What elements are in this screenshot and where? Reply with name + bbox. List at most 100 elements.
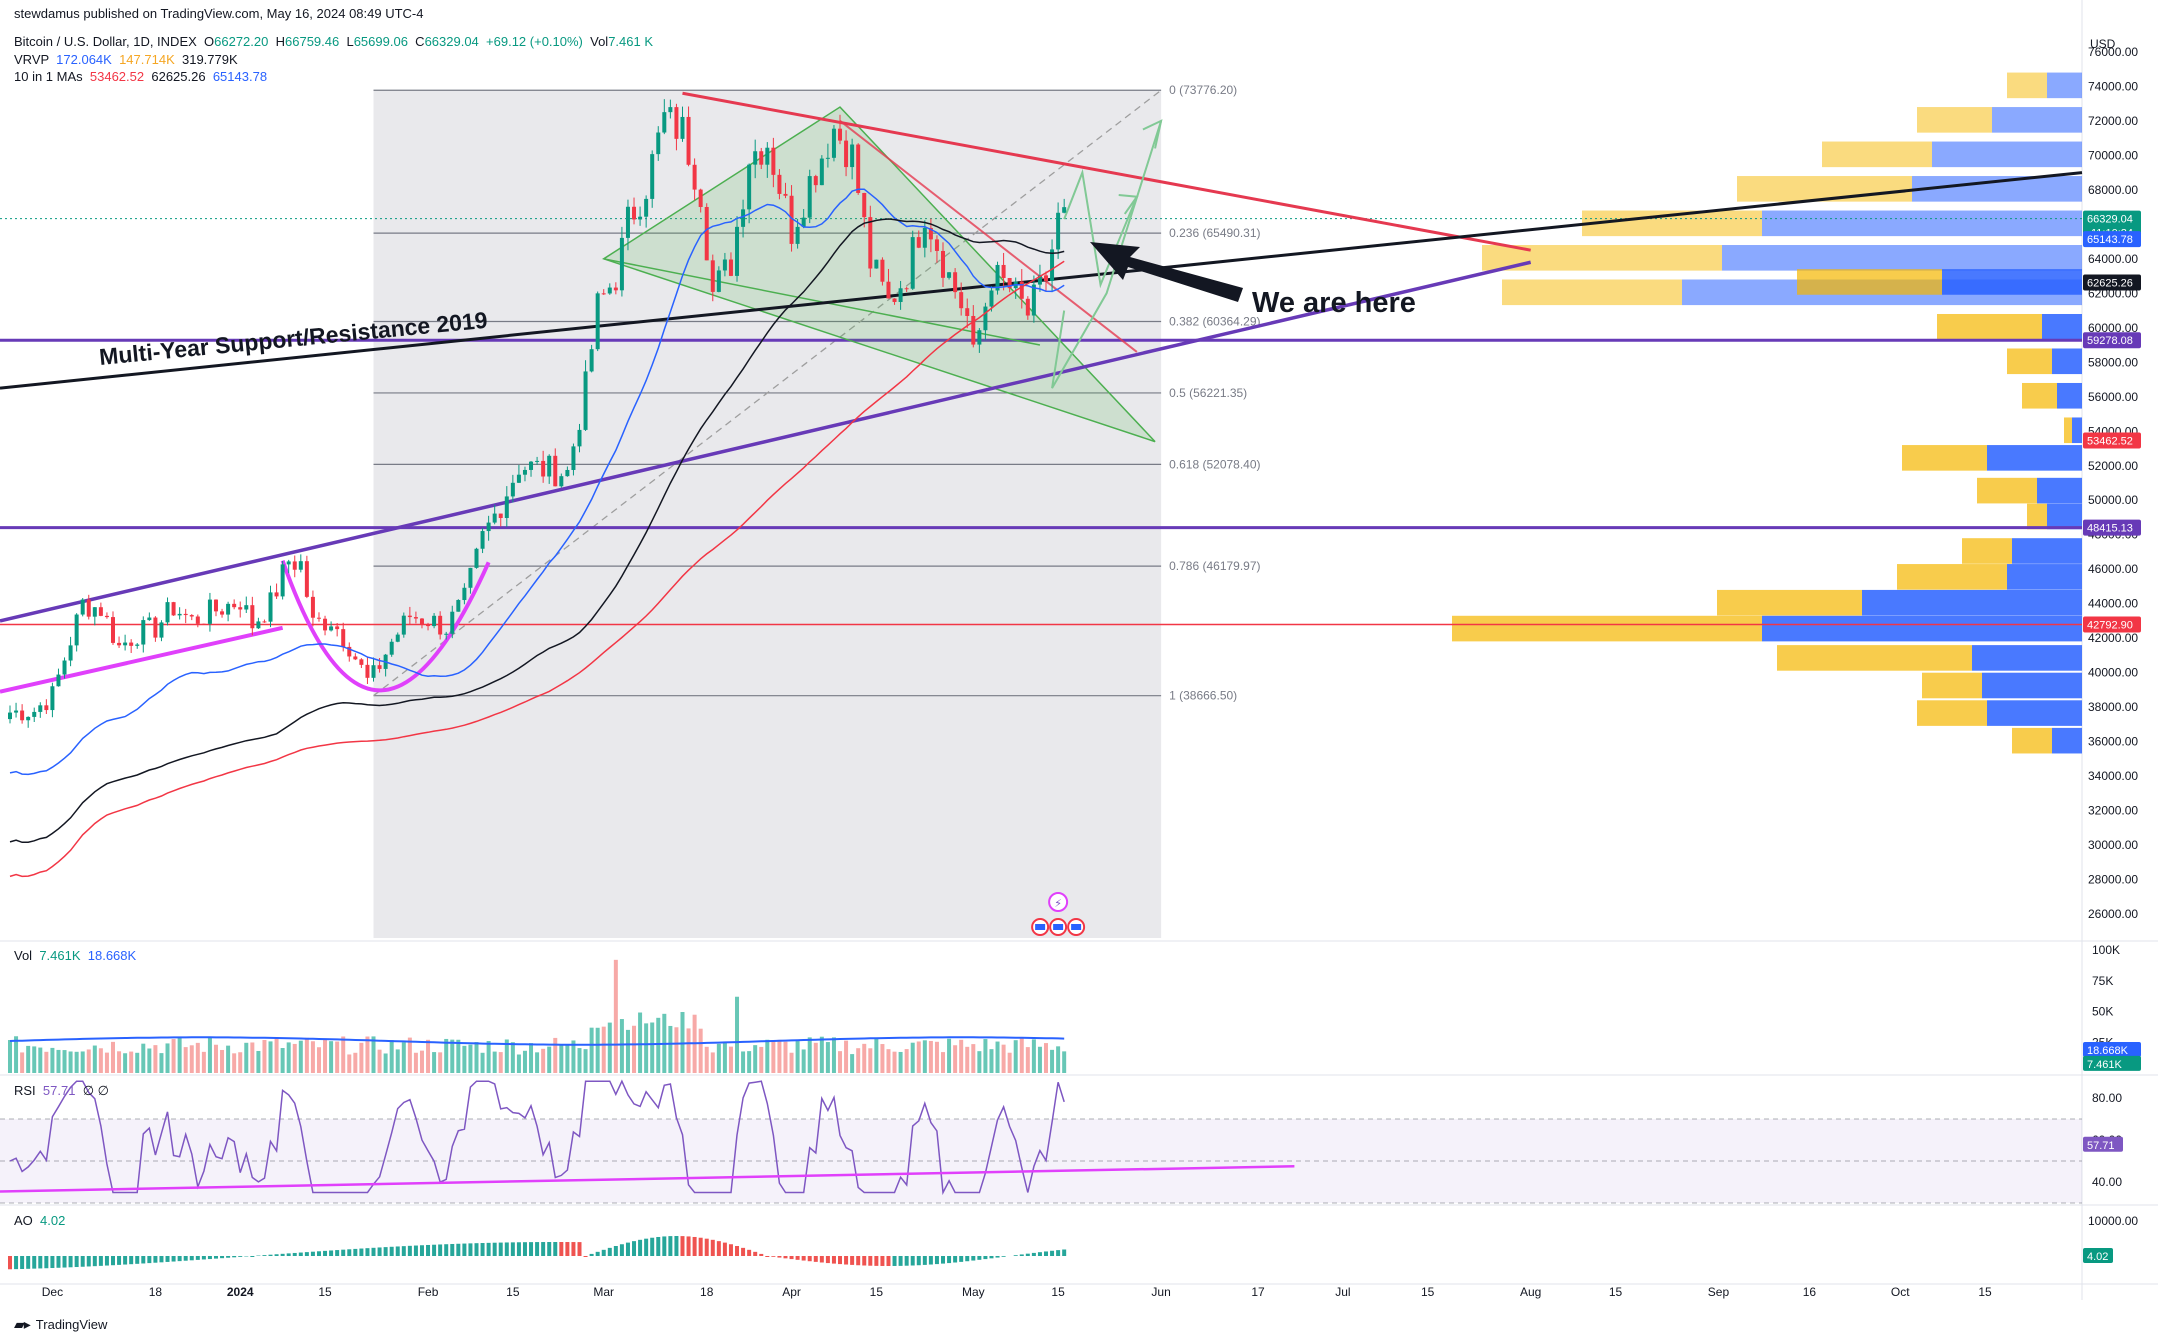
volume-bar [414, 1053, 418, 1073]
ao-bar [765, 1256, 769, 1257]
ao-bar [141, 1256, 145, 1263]
volume-bar [941, 1052, 945, 1073]
date-tick-label: 15 [506, 1285, 520, 1299]
ao-bar [711, 1240, 715, 1256]
candle-body [238, 607, 242, 609]
ao-bar [965, 1256, 969, 1261]
rsi-pane-label: RSI [14, 1083, 36, 1098]
candle-body [323, 619, 327, 631]
volume-bar [511, 1042, 515, 1073]
ao-bar [202, 1256, 206, 1259]
volume-bar [359, 1043, 363, 1073]
candle-body [359, 659, 363, 665]
candle-body [656, 133, 660, 155]
ao-bar [365, 1248, 369, 1256]
candle-body [414, 617, 418, 618]
ao-bar [475, 1243, 479, 1256]
rsi-pane-legend[interactable]: RSI 57.71 ∅ ∅ [14, 1083, 109, 1099]
candle-body [644, 199, 648, 217]
volume-bar [723, 1043, 727, 1073]
ao-bar [1014, 1255, 1018, 1256]
volume-bar [996, 1042, 1000, 1073]
ao-bar [287, 1253, 291, 1256]
ao-bar [571, 1242, 575, 1256]
volume-bar [8, 1040, 12, 1073]
volume-tick-label: 100K [2092, 943, 2120, 957]
ao-bar [620, 1244, 624, 1256]
volume-bar [893, 1052, 897, 1073]
ao-bar [929, 1256, 933, 1265]
price-tick-label: 56000.00 [2088, 390, 2138, 404]
candle-body [190, 615, 194, 616]
ohlc-low: 65699.06 [354, 34, 408, 49]
volume-bar [293, 1044, 297, 1073]
vrvp-up-bar [2052, 728, 2082, 754]
ao-bar [408, 1246, 412, 1256]
candle-body [1002, 265, 1006, 278]
candle-body [481, 531, 485, 549]
volume-bar [529, 1043, 533, 1073]
ao-bar [989, 1256, 993, 1258]
volume-bar [426, 1040, 430, 1073]
ao-bar [729, 1244, 733, 1256]
ao-bar [880, 1256, 884, 1266]
price-tick-label: 34000.00 [2088, 769, 2138, 783]
ao-bar [311, 1252, 315, 1256]
ao-bar [281, 1254, 285, 1256]
candle-body [178, 614, 182, 615]
ao-pane-legend[interactable]: AO 4.02 [14, 1213, 65, 1228]
ao-value-label: 4.02 [2087, 1251, 2108, 1263]
vrvp-legend[interactable]: VRVP 172.064K 147.714K 319.779K [14, 52, 238, 67]
instrument-legend[interactable]: Bitcoin / U.S. Dollar, 1D, INDEX O66272.… [14, 34, 653, 49]
ao-bar [668, 1236, 672, 1256]
volume-bar [93, 1046, 97, 1073]
volume-bar [26, 1046, 30, 1073]
ao-bar [69, 1256, 73, 1267]
tradingview-logo[interactable]: ▰▸ TradingView [14, 1316, 107, 1333]
price-tick-label: 52000.00 [2088, 459, 2138, 473]
ao-bar [493, 1243, 497, 1256]
ma-legend[interactable]: 10 in 1 MAs 53462.52 62625.26 65143.78 [14, 69, 267, 84]
vrvp-up-bar [2007, 564, 2082, 590]
ao-bar [517, 1242, 521, 1256]
fib-level-label: 0.5 (56221.35) [1169, 386, 1247, 400]
vrvp-down-volume: 147.714K [119, 52, 175, 67]
volume-bar [20, 1052, 24, 1073]
ao-bar [953, 1256, 957, 1262]
volume-bar [850, 1054, 854, 1073]
price-tick-label: 40000.00 [2088, 666, 2138, 680]
candle-body [905, 288, 909, 289]
volume-bar [808, 1037, 812, 1073]
vrvp-down-bar [1917, 700, 1987, 726]
volume-bar [311, 1041, 315, 1073]
candle-body [269, 592, 273, 621]
ao-bar [111, 1256, 115, 1265]
volume-pane-value: 7.461K [39, 948, 80, 963]
ao-bar [614, 1246, 618, 1256]
ao-tick-label: 10000.00 [2088, 1214, 2138, 1228]
volume-tick-label: 50K [2092, 1005, 2113, 1019]
candle-body [571, 446, 575, 470]
volume-bar [541, 1049, 545, 1073]
candle-body [977, 330, 981, 344]
candle-body [390, 642, 394, 655]
ao-bar [899, 1256, 903, 1266]
volume-pane-legend[interactable]: Vol 7.461K 18.668K [14, 948, 136, 963]
candle-body [759, 151, 763, 164]
volume-bar [729, 1047, 733, 1073]
volume-bar [402, 1042, 406, 1073]
volume-bar [178, 1037, 182, 1073]
candle-body [281, 564, 285, 596]
vrvp-down-bar [2027, 504, 2047, 530]
volume-bar [444, 1039, 448, 1073]
ao-bar [420, 1245, 424, 1256]
volume-bar [777, 1040, 781, 1073]
date-tick-label: Jun [1151, 1285, 1170, 1299]
ao-bar [680, 1236, 684, 1256]
candle-body [523, 470, 527, 475]
candle-body [983, 307, 987, 331]
vrvp-up-bar [2072, 417, 2082, 443]
ao-bar [674, 1236, 678, 1256]
candle-body [868, 217, 872, 268]
candle-body [753, 151, 757, 164]
